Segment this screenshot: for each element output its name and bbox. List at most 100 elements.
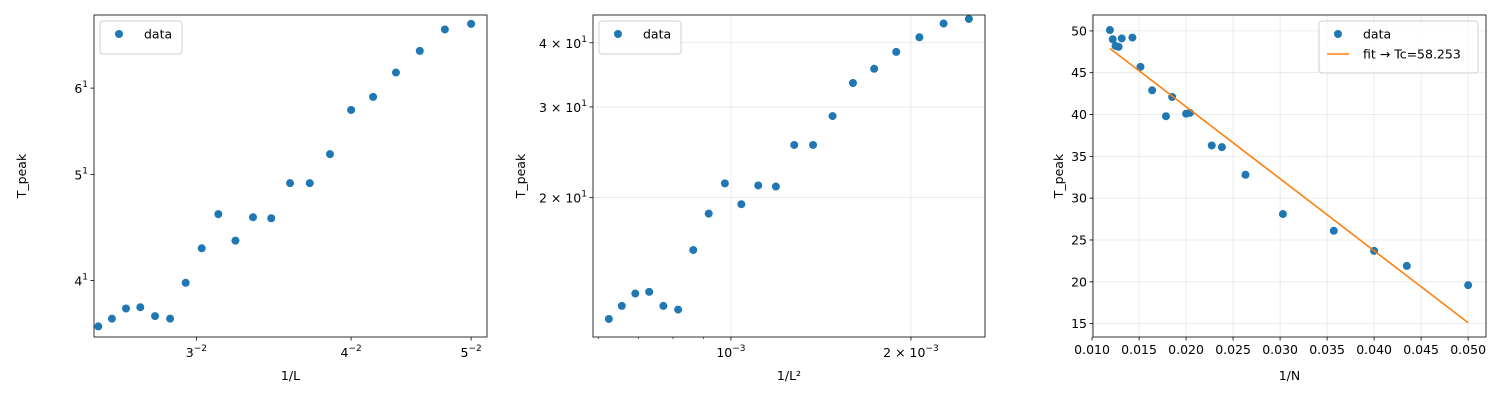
data-point	[720, 179, 729, 188]
data-point	[604, 314, 613, 323]
legend-label: data	[643, 27, 671, 42]
y-tick-label: 40	[1071, 107, 1087, 122]
legend-box	[1318, 20, 1479, 74]
data-point	[107, 314, 116, 323]
x-axis-label: 1/L	[281, 368, 300, 383]
y-tick-label: 51	[74, 167, 88, 183]
legend-box	[598, 20, 682, 55]
data-point	[1207, 141, 1216, 150]
data-point	[1105, 26, 1114, 35]
data-point	[870, 64, 879, 73]
legend-label: data	[1363, 27, 1391, 42]
chart-3: 0.010 0.015 0.020 0.025 0.030 0.035 0.040 0.045…	[1051, 14, 1487, 383]
data-point	[939, 19, 948, 28]
data-point	[1136, 62, 1145, 71]
y-axis-label: T_peak	[1051, 153, 1066, 199]
legend-box	[99, 20, 183, 55]
data-point	[631, 289, 640, 298]
legend-point-marker	[115, 30, 123, 38]
y-tick-label: 30	[1071, 191, 1087, 206]
y-axis-label: T_peak	[513, 153, 528, 199]
plot-frame	[1092, 14, 1487, 338]
data-point	[1402, 261, 1411, 270]
x-tick-label: 0.020	[1168, 342, 1204, 357]
legend-label: fit → Tc=58.253	[1363, 47, 1461, 62]
data-point	[617, 301, 626, 310]
y-axis-label: T_peak	[14, 153, 29, 199]
x-axis-label: 1/N	[1279, 368, 1301, 383]
chart-2: 10−3 2 × 10−3 2 × 101 3 × 101 4 × 101 1/L² T_p…	[513, 14, 986, 383]
data-point	[151, 312, 160, 321]
data-point	[1148, 86, 1157, 95]
series-1	[94, 19, 476, 331]
gridlines	[1091, 15, 1486, 337]
data-point	[181, 278, 190, 287]
data-point	[689, 246, 698, 255]
y-tick-label: 20	[1071, 274, 1087, 289]
data-point	[166, 314, 175, 323]
data-point	[1241, 170, 1250, 179]
y-tick-label: 41	[74, 272, 88, 288]
legend: data	[598, 20, 682, 55]
data-point	[440, 25, 449, 34]
data-point	[659, 301, 668, 310]
data-point	[1329, 226, 1338, 235]
data-point	[915, 33, 924, 42]
data-point	[892, 47, 901, 56]
x-tick-label: 0.045	[1403, 342, 1439, 357]
x-tick-label: 0.040	[1356, 342, 1392, 357]
x-tick-label: 4−2	[340, 344, 361, 360]
data-point	[369, 92, 378, 101]
x-tick-label: 0.010	[1074, 342, 1110, 357]
x-tick-label: 10−3	[716, 344, 745, 360]
y-tick-label: 4 × 101	[539, 35, 587, 51]
data-point	[645, 287, 654, 296]
legend-point-marker	[1334, 30, 1342, 38]
data-point	[1117, 34, 1126, 43]
gridlines	[593, 15, 985, 337]
x-tick-label: 5−2	[460, 344, 481, 360]
fit-line	[1109, 47, 1469, 324]
y-tick-label: 25	[1071, 232, 1087, 247]
series-2	[1109, 47, 1469, 324]
x-tick-label: 2 × 10−3	[883, 344, 939, 360]
x-tick-label: 3−2	[186, 344, 207, 360]
data-point	[391, 68, 400, 77]
x-tick-label: 0.030	[1262, 342, 1298, 357]
x-tick-label: 0.035	[1309, 342, 1345, 357]
data-point	[771, 182, 780, 191]
data-point	[964, 14, 973, 23]
y-tick-label: 2 × 101	[539, 189, 587, 205]
data-point	[121, 304, 130, 313]
data-point	[1217, 143, 1226, 152]
x-tick-label: 0.050	[1450, 342, 1486, 357]
y-tick-label: 61	[74, 80, 88, 96]
x-axis-label: 1/L²	[777, 368, 801, 383]
chart-1: 3−2 4−2 5−2 41 51 61 1/L T_peak data	[14, 14, 488, 383]
data-point	[325, 150, 334, 159]
data-point	[94, 322, 103, 331]
data-point	[1114, 42, 1123, 51]
data-point	[704, 209, 713, 218]
data-point	[1108, 35, 1117, 44]
data-point	[828, 112, 837, 121]
data-point	[415, 46, 424, 55]
data-point	[248, 213, 257, 222]
legend-point-marker	[614, 30, 622, 38]
legend: data fit → Tc=58.253	[1318, 20, 1479, 74]
y-tick-label: 35	[1071, 149, 1087, 164]
data-point	[754, 181, 763, 190]
data-point	[347, 105, 356, 114]
legend: data	[99, 20, 183, 55]
data-point	[197, 244, 206, 253]
data-point	[737, 200, 746, 209]
x-tick-label: 0.025	[1215, 342, 1251, 357]
data-point	[790, 140, 799, 149]
data-point	[1464, 281, 1473, 290]
data-point	[305, 179, 314, 188]
y-tick-label: 3 × 101	[539, 99, 587, 115]
data-point	[1161, 112, 1170, 121]
data-point	[674, 305, 683, 314]
x-tick-label: 0.015	[1121, 342, 1157, 357]
